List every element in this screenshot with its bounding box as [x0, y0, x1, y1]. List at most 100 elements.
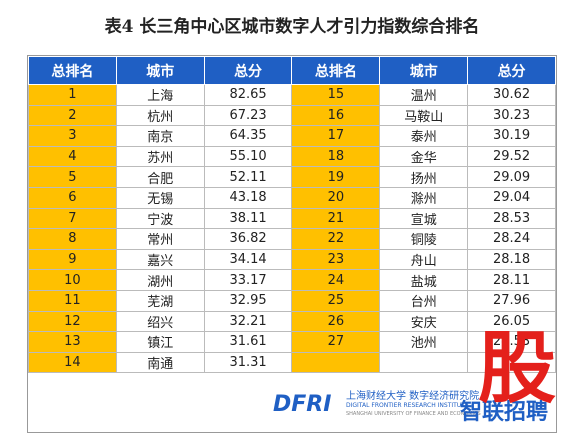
row: 13 镇江 31.61 27 池州 24.53: [28, 331, 556, 353]
rank-cell: 15: [291, 84, 381, 106]
institute-english: DIGITAL FRONTIER RESEARCH INSTITUTE: [346, 402, 469, 409]
rank-cell: 14: [28, 351, 117, 374]
score-cell: 28.53: [467, 207, 556, 230]
city-cell: 铜陵: [379, 228, 469, 250]
row: 3 南京 64.35 17 泰州 30.19: [28, 125, 556, 147]
city-cell: 安庆: [379, 310, 469, 333]
rank-cell: 27: [291, 331, 381, 353]
row: 11 芜湖 32.95 25 台州 27.96: [28, 289, 556, 312]
score-cell: 29.52: [467, 145, 556, 168]
score-cell: 67.23: [203, 104, 293, 127]
header-cell: 总排名: [28, 56, 117, 85]
score-cell: 29.04: [467, 186, 556, 209]
rank-cell: 12: [28, 310, 117, 333]
rank-cell: 1: [28, 84, 117, 106]
rank-cell: 26: [291, 310, 381, 333]
city-cell: 苏州: [115, 145, 205, 168]
score-cell: 31.61: [203, 331, 293, 353]
empty-cell: [379, 351, 469, 374]
city-cell: 台州: [379, 289, 469, 312]
rank-cell: 9: [28, 248, 117, 271]
city-cell: 常州: [115, 228, 205, 250]
score-cell: 29.09: [467, 166, 556, 188]
score-cell: 64.35: [203, 125, 293, 147]
score-cell: 31.31: [203, 351, 293, 374]
header-cell: 总排名: [291, 56, 381, 85]
header-cell: 城市: [379, 56, 469, 85]
score-cell: 82.65: [203, 84, 293, 106]
city-cell: 嘉兴: [115, 248, 205, 271]
row: 10 湖州 33.17 24 盐城 28.11: [28, 269, 556, 291]
score-cell: 28.24: [467, 228, 556, 250]
city-cell: 马鞍山: [379, 104, 469, 127]
city-cell: 宁波: [115, 207, 205, 230]
rank-cell: 8: [28, 228, 117, 250]
score-cell: 38.11: [203, 207, 293, 230]
header-row: 总排名 城市 总分 总排名 城市 总分: [28, 56, 556, 85]
empty-cell: [467, 351, 556, 374]
rank-cell: 11: [28, 289, 117, 312]
rank-cell: 16: [291, 104, 381, 127]
rank-cell: 10: [28, 269, 117, 291]
rank-cell: 6: [28, 186, 117, 209]
city-cell: 芜湖: [115, 289, 205, 312]
city-cell: 上海: [115, 84, 205, 106]
row: 4 苏州 55.10 18 金华 29.52: [28, 145, 556, 168]
stamp: 股: [478, 324, 557, 414]
city-cell: 温州: [379, 84, 469, 106]
city-cell: 湖州: [115, 269, 205, 291]
row: 9 嘉兴 34.14 23 舟山 28.18: [28, 248, 556, 271]
rank-cell: 23: [291, 248, 381, 271]
city-cell: 泰州: [379, 125, 469, 147]
rank-cell: 20: [291, 186, 381, 209]
score-cell: 34.14: [203, 248, 293, 271]
rank-cell: 24: [291, 269, 381, 291]
rank-cell: 4: [28, 145, 117, 168]
city-cell: 杭州: [115, 104, 205, 127]
city-cell: 舟山: [379, 248, 469, 271]
rank-cell: 22: [291, 228, 381, 250]
city-cell: 绍兴: [115, 310, 205, 333]
score-cell: 32.21: [203, 310, 293, 333]
city-cell: 南京: [115, 125, 205, 147]
rank-cell: 21: [291, 207, 381, 230]
row: 7 宁波 38.11 21 宣城 28.53: [28, 207, 556, 230]
city-cell: 南通: [115, 351, 205, 374]
rank-cell: 7: [28, 207, 117, 230]
rank-cell: 25: [291, 289, 381, 312]
score-cell: 28.18: [467, 248, 556, 271]
rank-cell: 13: [28, 331, 117, 353]
title: 表4 长三角中心区城市数字人才引力指数综合排名: [104, 17, 480, 37]
partner-logo: 智联招聘: [460, 400, 549, 425]
city-cell: 扬州: [379, 166, 469, 188]
header-cell: 总分: [467, 56, 556, 85]
table-box: 总排名 城市 总分 总排名 城市 总分 1 上海 82.65 15 温州 30.62 2 杭州 67.23 1…: [27, 55, 557, 433]
row: 5 合肥 52.11 19 扬州 29.09: [28, 166, 556, 188]
score-cell: 30.62: [467, 84, 556, 106]
row: 14 南通 31.31: [28, 351, 556, 374]
rank-cell: 19: [291, 166, 381, 188]
score-cell: 36.82: [203, 228, 293, 250]
city-cell: 无锡: [115, 186, 205, 209]
score-cell: 33.17: [203, 269, 293, 291]
rank-cell: 2: [28, 104, 117, 127]
score-cell: 30.23: [467, 104, 556, 127]
rank-cell: 3: [28, 125, 117, 147]
row: 2 杭州 67.23 16 马鞍山 30.23: [28, 104, 556, 127]
footer: DFRI 上海财经大学 数字经济研究院 DIGITAL FRONTIER RES…: [28, 374, 556, 432]
score-cell: 55.10: [203, 145, 293, 168]
row: 12 绍兴 32.21 26 安庆 26.05: [28, 310, 556, 333]
header-cell: 城市: [115, 56, 205, 85]
rank-cell: 5: [28, 166, 117, 188]
university-english: SHANGHAI UNIVERSITY OF FINANCE AND ECONO…: [346, 411, 481, 417]
row: 1 上海 82.65 15 温州 30.62: [28, 84, 556, 106]
score-cell: 52.11: [203, 166, 293, 188]
logo: DFRI: [273, 392, 332, 417]
city-cell: 池州: [379, 331, 469, 353]
score-cell: 32.95: [203, 289, 293, 312]
city-cell: 滁州: [379, 186, 469, 209]
rank-cell: 17: [291, 125, 381, 147]
row: 8 常州 36.82 22 铜陵 28.24: [28, 228, 556, 250]
score-cell: 28.11: [467, 269, 556, 291]
city-cell: 盐城: [379, 269, 469, 291]
